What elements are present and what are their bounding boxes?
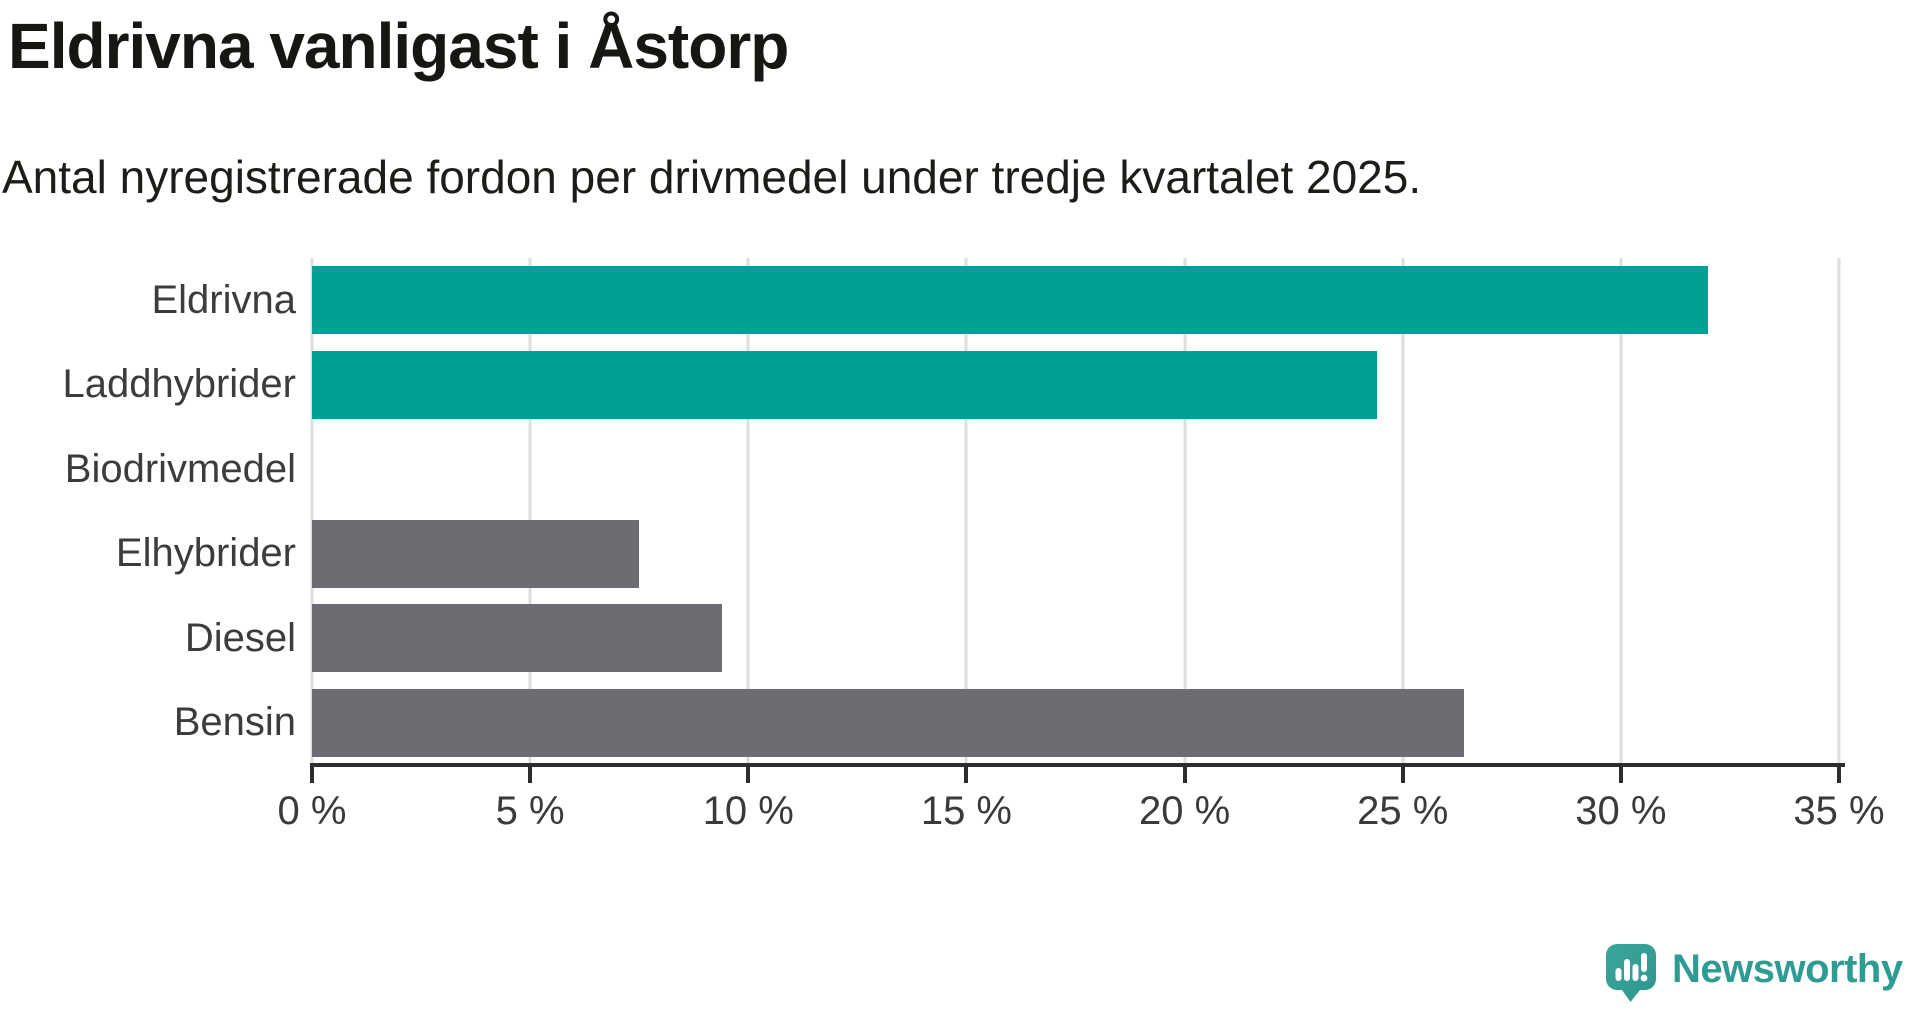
x-axis-tick-label-0: 0 %: [277, 789, 347, 833]
bar-row-bensin: [312, 681, 1839, 766]
x-axis-tick-label-5: 5 %: [495, 789, 565, 833]
gridline-15: [964, 258, 968, 765]
x-axis-tick-label-20: 20 %: [1138, 789, 1231, 833]
gridline-30: [1619, 258, 1623, 765]
bar-eldrivna: [312, 266, 1709, 335]
x-axis-tick-35: [1837, 767, 1841, 783]
gridline-0: [310, 258, 314, 765]
x-axis-tick-25: [1400, 767, 1405, 783]
category-label-eldrivna: Eldrivna: [151, 277, 296, 322]
gridline-5: [528, 258, 532, 765]
bar-elhybrider: [312, 519, 640, 588]
x-axis-line: [310, 763, 1845, 767]
plot-area: [310, 258, 1841, 766]
x-axis-tick-30: [1618, 767, 1623, 783]
chart-title: Eldrivna vanligast i Åstorp: [8, 10, 789, 82]
bar-bensin: [312, 688, 1464, 757]
bar-row-biodrivmedel: [312, 427, 1839, 512]
gridline-10: [746, 258, 750, 765]
bar-row-elhybrider: [312, 512, 1839, 597]
category-label-column: Eldrivna Laddhybrider Biodrivmedel Elhybrid…: [0, 258, 297, 765]
gridline-35: [1837, 258, 1841, 765]
x-axis-tick-label-15: 15 %: [920, 789, 1012, 833]
x-axis-tick-5: [528, 767, 533, 783]
category-label-diesel: Diesel: [184, 615, 296, 660]
bar-row-laddhybrider: [312, 343, 1839, 428]
bar-laddhybrider: [312, 350, 1377, 419]
x-axis-tick-label-35: 35 %: [1793, 789, 1885, 833]
category-label-bensin: Bensin: [173, 700, 296, 745]
x-axis-tick-label-30: 30 %: [1575, 789, 1667, 833]
newsworthy-logo-text: Newsworthy: [1672, 947, 1903, 991]
category-label-elhybrider: Elhybrider: [115, 531, 296, 576]
bar-row-diesel: [312, 596, 1839, 681]
category-label-biodrivmedel: Biodrivmedel: [64, 446, 296, 491]
bar-diesel: [312, 604, 723, 673]
x-axis-tick-20: [1182, 767, 1187, 783]
category-label-laddhybrider: Laddhybrider: [62, 362, 297, 407]
newsworthy-logo: Newsworthy: [1606, 944, 1903, 1002]
speech-bubble-bar-chart-icon: [1606, 944, 1656, 1002]
x-axis: 0 % 5 % 10 % 15 % 20 % 25 % 30 % 35 %: [278, 763, 1885, 853]
x-axis-tick-label-10: 10 %: [702, 789, 794, 833]
gridline-20: [1183, 258, 1187, 765]
x-axis-tick-0: [310, 767, 314, 783]
x-axis-tick-10: [746, 767, 751, 783]
bar-row-eldrivna: [312, 258, 1839, 343]
x-axis-tick-label-25: 25 %: [1357, 789, 1449, 833]
chart-subtitle: Antal nyregistrerade fordon per drivmede…: [2, 151, 1422, 203]
x-axis-tick-15: [964, 767, 969, 783]
gridline-25: [1401, 258, 1405, 765]
